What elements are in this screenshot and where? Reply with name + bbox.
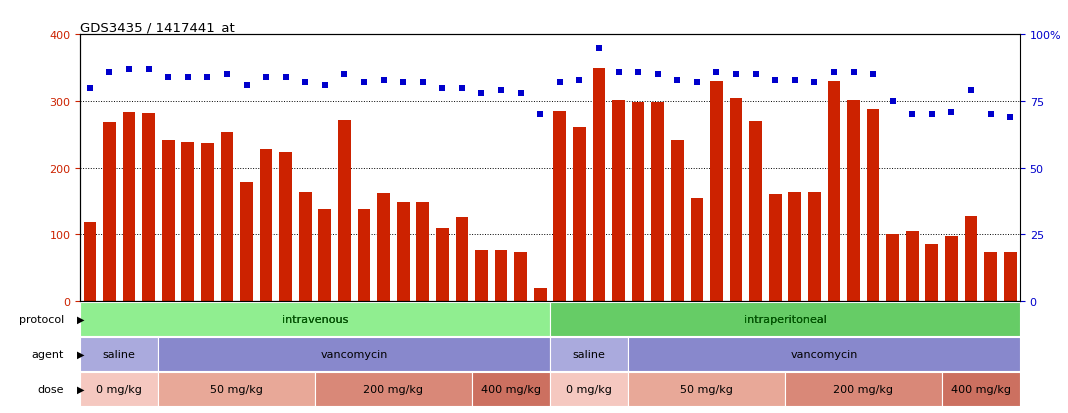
Text: agent: agent bbox=[32, 349, 64, 359]
Bar bbox=[788, 193, 801, 301]
Bar bbox=[80, 337, 158, 371]
Bar bbox=[417, 203, 429, 301]
Bar bbox=[808, 193, 820, 301]
Text: GDS3435 / 1417441_at: GDS3435 / 1417441_at bbox=[80, 21, 235, 34]
Bar bbox=[593, 69, 606, 301]
Bar bbox=[574, 128, 585, 301]
Bar bbox=[315, 372, 472, 406]
Bar bbox=[651, 103, 664, 301]
Bar bbox=[612, 100, 625, 301]
Text: 0 mg/kg: 0 mg/kg bbox=[96, 384, 142, 394]
Bar bbox=[142, 114, 155, 301]
Text: ▶: ▶ bbox=[77, 349, 84, 359]
Bar bbox=[182, 143, 194, 301]
Bar bbox=[299, 193, 312, 301]
Bar bbox=[729, 98, 742, 301]
Text: ▶: ▶ bbox=[77, 384, 84, 394]
Text: 50 mg/kg: 50 mg/kg bbox=[680, 384, 733, 394]
Bar bbox=[985, 253, 996, 301]
Bar bbox=[534, 288, 547, 301]
Bar bbox=[945, 236, 958, 301]
Bar bbox=[550, 337, 628, 371]
Bar bbox=[280, 152, 292, 301]
Bar bbox=[494, 250, 507, 301]
Bar bbox=[515, 253, 527, 301]
Text: intraperitoneal: intraperitoneal bbox=[743, 314, 827, 324]
Bar bbox=[628, 337, 1020, 371]
Bar bbox=[201, 144, 214, 301]
Bar bbox=[221, 133, 233, 301]
Bar bbox=[358, 209, 371, 301]
Bar bbox=[550, 372, 628, 406]
Bar bbox=[750, 122, 761, 301]
Bar bbox=[828, 82, 841, 301]
Text: 50 mg/kg: 50 mg/kg bbox=[210, 384, 263, 394]
Text: vancomycin: vancomycin bbox=[320, 349, 388, 359]
Text: saline: saline bbox=[572, 349, 606, 359]
Bar bbox=[397, 203, 409, 301]
Bar bbox=[104, 123, 115, 301]
Text: 0 mg/kg: 0 mg/kg bbox=[566, 384, 612, 394]
Bar bbox=[83, 223, 96, 301]
Bar bbox=[785, 372, 942, 406]
Bar bbox=[318, 209, 331, 301]
Text: protocol: protocol bbox=[19, 314, 64, 324]
Bar bbox=[628, 372, 785, 406]
Bar bbox=[886, 235, 899, 301]
Bar bbox=[162, 140, 174, 301]
Text: vancomycin: vancomycin bbox=[790, 349, 858, 359]
Bar bbox=[456, 218, 468, 301]
Text: 200 mg/kg: 200 mg/kg bbox=[833, 384, 893, 394]
Bar bbox=[80, 302, 550, 336]
Bar bbox=[475, 250, 488, 301]
Bar bbox=[158, 372, 315, 406]
Text: ▶: ▶ bbox=[77, 314, 84, 324]
Bar bbox=[867, 110, 879, 301]
Bar bbox=[339, 120, 350, 301]
Bar bbox=[377, 194, 390, 301]
Bar bbox=[769, 195, 782, 301]
Bar bbox=[691, 198, 703, 301]
Text: intravenous: intravenous bbox=[282, 314, 348, 324]
Bar bbox=[710, 82, 723, 301]
Bar bbox=[942, 372, 1020, 406]
Bar bbox=[553, 112, 566, 301]
Bar bbox=[550, 302, 1020, 336]
Bar bbox=[632, 103, 644, 301]
Bar bbox=[80, 372, 158, 406]
Text: intravenous: intravenous bbox=[282, 314, 348, 324]
Bar bbox=[906, 232, 918, 301]
Bar bbox=[926, 245, 938, 301]
Text: 200 mg/kg: 200 mg/kg bbox=[363, 384, 423, 394]
Text: 400 mg/kg: 400 mg/kg bbox=[951, 384, 1010, 394]
Bar bbox=[847, 100, 860, 301]
Text: 400 mg/kg: 400 mg/kg bbox=[481, 384, 540, 394]
Bar bbox=[964, 216, 977, 301]
Text: saline: saline bbox=[103, 349, 136, 359]
Bar bbox=[158, 337, 550, 371]
Text: dose: dose bbox=[37, 384, 64, 394]
Text: intraperitoneal: intraperitoneal bbox=[743, 314, 827, 324]
Bar bbox=[472, 372, 550, 406]
Bar bbox=[123, 113, 136, 301]
Bar bbox=[260, 150, 272, 301]
Bar bbox=[240, 183, 253, 301]
Bar bbox=[436, 229, 449, 301]
Bar bbox=[671, 141, 684, 301]
Bar bbox=[1004, 253, 1017, 301]
